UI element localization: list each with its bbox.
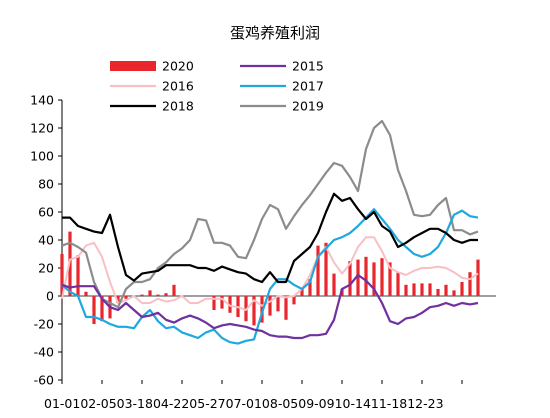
y-tick-label: 20 <box>38 261 54 276</box>
legend-label-2017: 2017 <box>292 79 324 94</box>
bar-2020 <box>284 296 288 320</box>
bar-2020 <box>252 296 256 326</box>
bar-2020 <box>140 294 144 296</box>
bar-2020 <box>404 284 408 296</box>
bar-2020 <box>380 258 384 296</box>
bar-2020 <box>316 245 320 296</box>
legend: 2020 2015 2016 2017 2018 2019 <box>110 59 324 114</box>
y-tick-label: 60 <box>38 205 54 220</box>
y-tick-label: 120 <box>30 121 54 136</box>
bar-2020 <box>428 283 432 296</box>
bar-2020 <box>308 279 312 296</box>
bar-2020 <box>60 254 64 296</box>
bar-2020 <box>156 294 160 296</box>
bar-2020 <box>364 256 368 296</box>
y-axis: -60 -40 -20 0 20 40 60 80 100 120 140 <box>30 93 63 388</box>
bar-2020 <box>412 283 416 296</box>
line-2016 <box>61 236 479 311</box>
y-tick-label: -40 <box>34 345 54 360</box>
bar-2020 <box>348 261 352 296</box>
bar-2020 <box>212 296 216 310</box>
bar-2020 <box>164 293 168 296</box>
bar-2020 <box>332 273 336 296</box>
line-2015 <box>61 273 479 340</box>
bar-2020 <box>228 296 232 313</box>
bar-2020 <box>324 242 328 296</box>
bar-2020 <box>268 296 272 316</box>
bar-2020 <box>468 272 472 296</box>
bar-2020 <box>172 284 176 296</box>
bar-2020 <box>388 262 392 296</box>
bar-2020 <box>276 296 280 312</box>
y-tick-label: -20 <box>34 317 54 332</box>
bar-2020 <box>124 296 128 299</box>
bar-2020 <box>148 290 152 296</box>
x-tick-labels: 01-0102-0503-1804-2205-2707-0108-0509-09… <box>44 396 444 411</box>
bar-2020 <box>92 296 96 324</box>
bar-2020 <box>444 284 448 296</box>
legend-label-2016: 2016 <box>162 79 194 94</box>
chart-title: 蛋鸡养殖利润 <box>230 24 320 42</box>
legend-label-2020: 2020 <box>162 59 194 74</box>
legend-label-2019: 2019 <box>292 99 324 114</box>
bar-series <box>60 231 480 326</box>
line-series <box>61 119 479 345</box>
bar-2020 <box>420 283 424 296</box>
bar-2020 <box>476 259 480 296</box>
y-tick-label: 140 <box>30 93 54 108</box>
y-tick-label: 0 <box>46 289 54 304</box>
y-tick-label: 40 <box>38 233 54 248</box>
legend-label-2015: 2015 <box>292 59 324 74</box>
bar-2020 <box>76 255 80 296</box>
bar-2020 <box>220 296 224 309</box>
bar-2020 <box>452 290 456 296</box>
line-2018 <box>62 192 478 284</box>
line-2019 <box>61 119 479 309</box>
bar-2020 <box>260 296 264 323</box>
y-tick-label: 80 <box>38 177 54 192</box>
legend-swatch-2020 <box>110 61 156 71</box>
legend-label-2018: 2018 <box>162 99 194 114</box>
bar-2020 <box>300 289 304 296</box>
bar-2020 <box>460 282 464 296</box>
bar-2020 <box>84 291 88 296</box>
y-tick-label: -60 <box>34 373 54 388</box>
bar-2020 <box>436 289 440 296</box>
bar-2020 <box>100 296 104 322</box>
bar-2020 <box>292 296 296 305</box>
bar-2020 <box>396 272 400 296</box>
bar-2020 <box>372 262 376 296</box>
bar-2020 <box>356 259 360 296</box>
bar-2020 <box>116 296 120 303</box>
y-tick-label: 100 <box>30 149 54 164</box>
line-2017 <box>61 208 479 345</box>
